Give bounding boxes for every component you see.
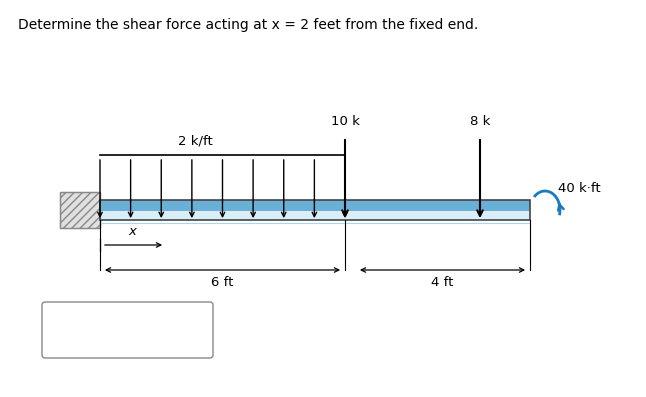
Text: 10 k: 10 k: [331, 115, 359, 128]
Text: 8 k: 8 k: [470, 115, 490, 128]
Text: Determine the shear force acting at x = 2 feet from the fixed end.: Determine the shear force acting at x = …: [18, 18, 478, 32]
Bar: [100, 211, 530, 220]
Bar: [100, 200, 530, 211]
Text: 2 k/ft: 2 k/ft: [178, 135, 213, 148]
Bar: [60, 192, 100, 228]
Text: 6 ft: 6 ft: [211, 276, 234, 289]
Text: 40 k·ft: 40 k·ft: [558, 182, 601, 195]
Bar: [100, 200, 530, 220]
Text: 4 ft: 4 ft: [432, 276, 453, 289]
Text: x: x: [128, 225, 136, 238]
FancyBboxPatch shape: [42, 302, 213, 358]
Bar: [60, 192, 100, 228]
